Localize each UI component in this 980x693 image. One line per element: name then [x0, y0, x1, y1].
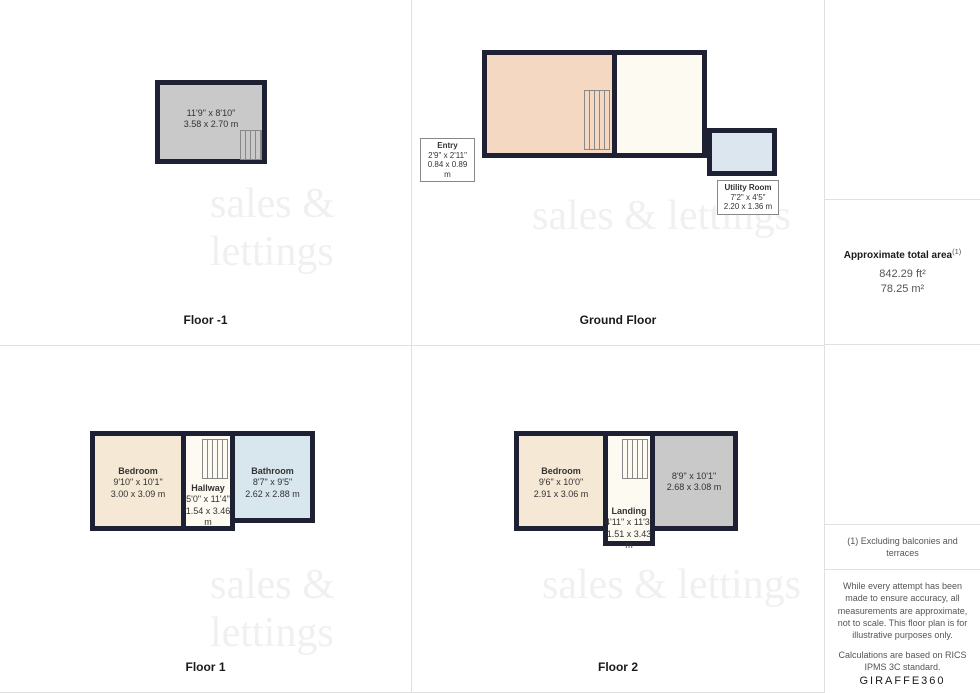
watermark: sales & lettings [210, 561, 411, 657]
disclaimer: While every attempt has been made to ens… [833, 580, 972, 641]
floorplan-grid: sales & lettings 11'9" x 8'10" 3.58 x 2.… [0, 0, 825, 693]
area-title: Approximate total area [844, 250, 952, 261]
area-ft: 842.29 ft² [833, 267, 972, 282]
stairs-icon [622, 439, 648, 479]
room2-room [650, 431, 738, 531]
bedroom2-room [514, 431, 608, 531]
utility-dim-imp: 7'2" x 4'5" [731, 193, 766, 202]
stairs-icon [584, 90, 610, 150]
entry-dim-imp: 2'9" x 2'11" [428, 151, 467, 160]
utility-dim-m: 2.20 x 1.36 m [724, 202, 772, 211]
panel-floor-2: sales & lettings Bedroom 9'6" x 10'0" 2.… [412, 346, 825, 693]
stairs-icon [202, 439, 228, 479]
utility-callout: Utility Room 7'2" x 4'5" 2.20 x 1.36 m [717, 180, 779, 215]
panel-label-floor2: Floor 2 [412, 660, 824, 674]
info-sidebar: Approximate total area(1) 842.29 ft² 78.… [825, 0, 980, 693]
kitchen-room [612, 50, 707, 158]
area-sup: (1) [952, 247, 961, 256]
panel-floor-1: sales & lettings Bedroom 9'10" x 10'1" 3… [0, 346, 412, 693]
panel-floor-minus-1: sales & lettings 11'9" x 8'10" 3.58 x 2.… [0, 0, 412, 346]
watermark: sales & lettings [210, 180, 411, 276]
stairs-icon [240, 130, 262, 160]
entry-name: Entry [424, 141, 471, 151]
entry-dim-m: 0.84 x 0.89 m [428, 160, 468, 179]
watermark: sales & lettings [542, 561, 801, 609]
bedroom1-room [90, 431, 186, 531]
calc-note: Calculations are based on RICS IPMS 3C s… [833, 649, 972, 673]
brand-logo: GIRAFFE360 [825, 675, 980, 687]
panel-ground-floor: sales & lettings Living Room 11'11" x 11… [412, 0, 825, 346]
panel-label-floor1: Floor 1 [0, 660, 411, 674]
utility-name: Utility Room [721, 183, 775, 193]
entry-callout: Entry 2'9" x 2'11" 0.84 x 0.89 m [420, 138, 475, 182]
bathroom-room [230, 431, 315, 523]
utility-room [707, 128, 777, 176]
note-excluding: (1) Excluding balconies and terraces [825, 525, 980, 570]
panel-label-ground: Ground Floor [412, 313, 824, 327]
area-m: 78.25 m² [833, 282, 972, 297]
panel-label-minus-1: Floor -1 [0, 313, 411, 327]
